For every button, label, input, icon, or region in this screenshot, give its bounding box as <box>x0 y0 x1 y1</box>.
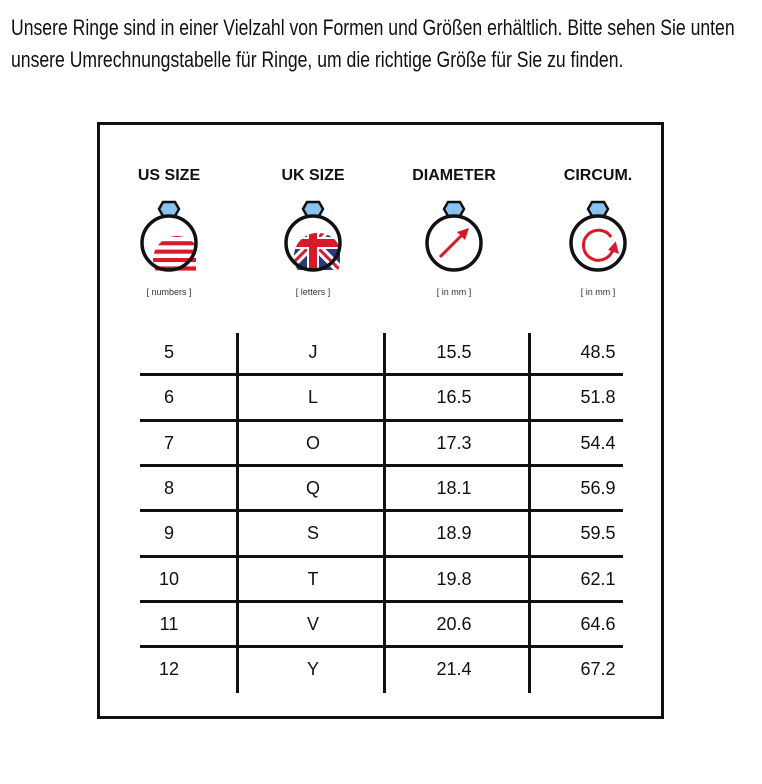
table-cell: O <box>305 432 320 453</box>
circumference-arrow-icon <box>563 199 633 275</box>
table-cell: 48.5 <box>580 342 616 362</box>
row-divider <box>140 509 623 513</box>
table-cell: J <box>308 342 318 362</box>
table-cell: 10 <box>158 568 180 589</box>
table-cell: 54.4 <box>580 432 616 453</box>
column-divider <box>528 333 531 693</box>
column-divider <box>383 333 386 693</box>
table-cell: 11 <box>159 613 179 634</box>
table-cell: 6 <box>163 387 174 408</box>
table-cell: 19.8 <box>436 568 472 589</box>
table-cell: Y <box>306 659 319 680</box>
table-cell: 62.1 <box>580 568 616 589</box>
table-cell: 9 <box>163 523 174 544</box>
intro-text: Unsere Ringe sind in einer Vielzahl von … <box>11 15 735 72</box>
row-divider <box>140 599 623 603</box>
table-cell: 8 <box>163 477 174 498</box>
table-cell: V <box>306 613 319 634</box>
table-cell: 7 <box>163 432 174 453</box>
table-cell: 18.1 <box>436 477 472 498</box>
table-cell: Q <box>305 477 320 498</box>
row-divider <box>140 463 623 467</box>
column-header: CIRCUM. <box>563 167 633 184</box>
table-cell: L <box>307 387 318 408</box>
row-divider <box>140 554 623 558</box>
table-cell: 20.6 <box>436 613 472 634</box>
row-divider <box>140 373 623 377</box>
column-unit: [ in mm ] <box>436 287 472 297</box>
table-cell: 17.3 <box>436 432 472 453</box>
diameter-arrow-icon <box>419 199 489 275</box>
table-cell: 64.6 <box>580 613 616 634</box>
column-unit: [ numbers ] <box>146 287 192 297</box>
column-header: UK SIZE <box>281 167 345 184</box>
table-cell: 16.5 <box>436 387 472 408</box>
column-unit: [ letters ] <box>295 287 331 297</box>
table-cell: 51.8 <box>580 387 616 408</box>
table-cell: S <box>306 523 319 544</box>
table-cell: 56.9 <box>580 477 616 498</box>
row-divider <box>140 418 623 422</box>
table-cell: T <box>307 568 319 589</box>
table-cell: 21.4 <box>436 659 472 680</box>
table-cell: 15.5 <box>436 342 472 362</box>
row-divider <box>140 645 623 649</box>
table-cell: 5 <box>163 342 174 362</box>
column-header: US SIZE <box>137 167 201 184</box>
table-cell: 59.5 <box>580 523 616 544</box>
column-divider <box>236 333 239 693</box>
table-cell: 67.2 <box>580 659 616 680</box>
table-cell: 18.9 <box>436 523 472 544</box>
column-header: DIAMETER <box>412 167 496 184</box>
us-flag-icon <box>134 199 204 275</box>
table-cell: 12 <box>158 659 180 680</box>
ring-size-chart: US SIZE [ numbers ] UK SIZE [ letters ] DI… <box>97 122 664 719</box>
uk-flag-icon <box>278 199 348 275</box>
column-unit: [ in mm ] <box>580 287 616 297</box>
